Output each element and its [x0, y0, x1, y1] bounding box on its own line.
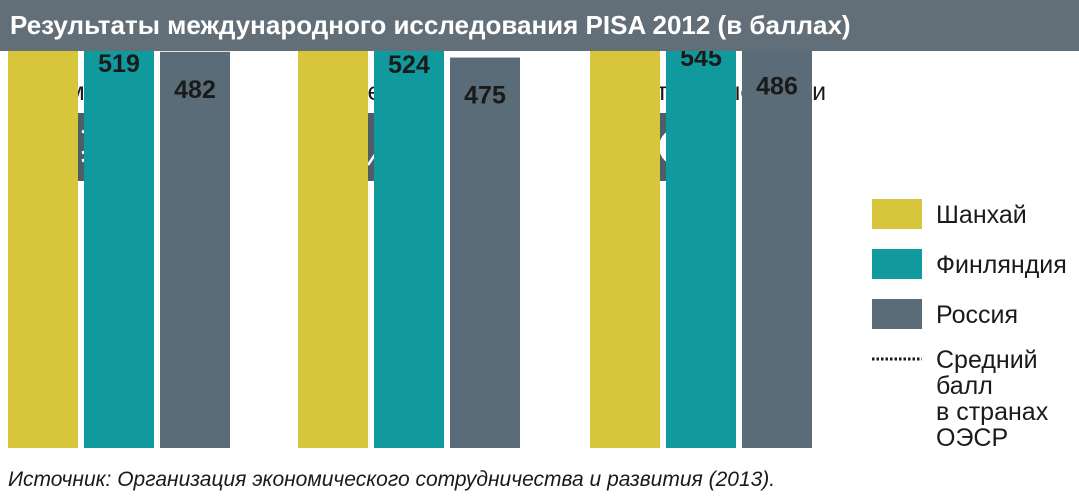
bar-2 [666, 51, 736, 448]
legend-label: Шанхай [936, 201, 1027, 229]
legend-item-3: Россия [872, 299, 1018, 329]
bar-2 [84, 51, 154, 449]
legend-average-label-line: в странах [936, 398, 1049, 426]
legend-label: Россия [936, 301, 1018, 329]
bar-1 [298, 51, 368, 449]
chart: Математика494613519482Чтение493570524475… [8, 51, 1067, 452]
legend-average-label-line: Средний [936, 346, 1038, 374]
bar-1 [8, 51, 78, 448]
legend-swatch [872, 199, 922, 229]
legend-average-label-line: ОЭСР [936, 424, 1008, 452]
legend-average-label-line: балл [936, 372, 993, 400]
group-1: Математика494613519482 [8, 51, 230, 449]
bar-value-label: 475 [464, 82, 506, 110]
group-3: Естественные науки501580545486 [590, 51, 826, 449]
bar-3 [450, 57, 520, 449]
legend-item-2: Финляндия [872, 249, 1067, 279]
bar-value-label: 519 [98, 51, 140, 78]
bar-1 [590, 51, 660, 449]
bar-value-label: 486 [756, 73, 798, 101]
chart-title: Результаты международного исследования P… [10, 10, 851, 40]
bar-3 [160, 51, 230, 449]
group-2: Чтение493570524475 [298, 51, 520, 449]
bar-3 [742, 51, 812, 449]
legend-label: Финляндия [936, 251, 1067, 279]
bar-value-label: 524 [388, 51, 430, 79]
bar-value-label: 482 [174, 76, 216, 104]
legend-swatch [872, 299, 922, 329]
source-note: Источник: Организация экономического сот… [8, 468, 776, 491]
legend-swatch [872, 249, 922, 279]
legend-item-1: Шанхай [872, 199, 1027, 229]
bar-2 [374, 51, 444, 448]
bar-value-label: 545 [680, 51, 722, 72]
title-bar: Результаты международного исследования P… [0, 0, 1079, 51]
